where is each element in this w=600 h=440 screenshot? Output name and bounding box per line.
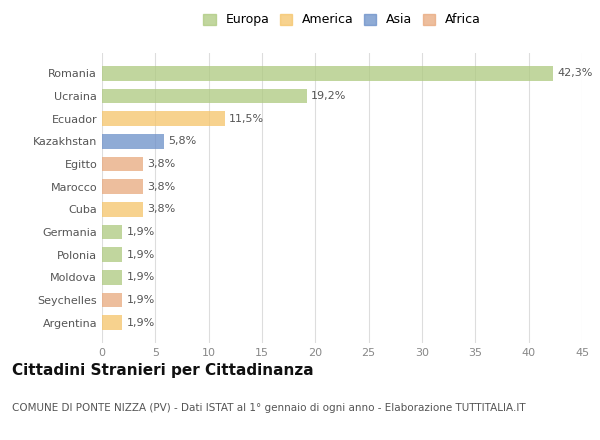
- Bar: [102, 247, 122, 262]
- Bar: [102, 180, 143, 194]
- Text: 1,9%: 1,9%: [127, 295, 155, 305]
- Text: Cittadini Stranieri per Cittadinanza: Cittadini Stranieri per Cittadinanza: [12, 363, 314, 378]
- Text: 3,8%: 3,8%: [147, 159, 175, 169]
- Bar: [102, 66, 553, 81]
- Bar: [102, 134, 164, 149]
- Bar: [102, 315, 122, 330]
- Text: 3,8%: 3,8%: [147, 204, 175, 214]
- Bar: [102, 270, 122, 285]
- Bar: [102, 111, 224, 126]
- Text: 5,8%: 5,8%: [168, 136, 196, 147]
- Bar: [102, 293, 122, 307]
- Bar: [102, 89, 307, 103]
- Text: 42,3%: 42,3%: [557, 68, 593, 78]
- Bar: [102, 225, 122, 239]
- Text: 11,5%: 11,5%: [229, 114, 264, 124]
- Text: 1,9%: 1,9%: [127, 272, 155, 282]
- Legend: Europa, America, Asia, Africa: Europa, America, Asia, Africa: [199, 10, 485, 30]
- Text: 3,8%: 3,8%: [147, 182, 175, 192]
- Text: 1,9%: 1,9%: [127, 318, 155, 328]
- Bar: [102, 157, 143, 171]
- Text: 1,9%: 1,9%: [127, 249, 155, 260]
- Bar: [102, 202, 143, 216]
- Text: 19,2%: 19,2%: [311, 91, 346, 101]
- Text: COMUNE DI PONTE NIZZA (PV) - Dati ISTAT al 1° gennaio di ogni anno - Elaborazion: COMUNE DI PONTE NIZZA (PV) - Dati ISTAT …: [12, 403, 526, 413]
- Text: 1,9%: 1,9%: [127, 227, 155, 237]
